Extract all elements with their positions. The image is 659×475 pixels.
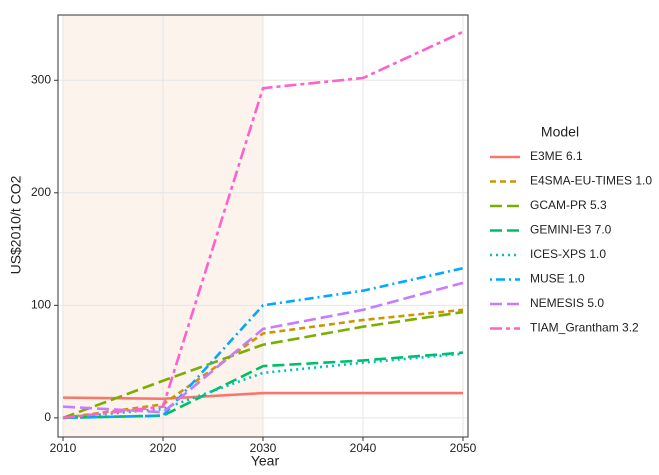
legend-title: Model — [541, 124, 579, 140]
legend-label: TIAM_Grantham 3.2 — [530, 321, 639, 335]
series-line — [62, 30, 464, 420]
y-axis-label: US$2010/t CO2 — [8, 175, 24, 274]
legend-label: GCAM-PR 5.3 — [530, 198, 607, 212]
legend-label: NEMESIS 5.0 — [530, 296, 604, 310]
series-line — [62, 310, 464, 420]
legend-label: E3ME 6.1 — [530, 149, 583, 163]
y-tick-label: 200 — [31, 185, 51, 199]
legend-label: E4SMA-EU-TIMES 1.0 — [530, 174, 652, 188]
x-tick-label: 2010 — [50, 441, 77, 455]
series-line — [62, 391, 463, 401]
y-tick-label: 0 — [44, 410, 51, 424]
legend-label: ICES-XPS 1.0 — [530, 247, 606, 261]
x-tick-label: 2050 — [450, 441, 477, 455]
series-line — [62, 266, 464, 420]
y-tick-label: 300 — [31, 72, 51, 86]
series-line — [62, 281, 464, 414]
x-tick-label: 2020 — [150, 441, 177, 455]
series-line — [62, 352, 464, 420]
x-tick-label: 2040 — [350, 441, 377, 455]
legend-label: GEMINI-E3 7.0 — [530, 223, 612, 237]
x-axis-label: Year — [251, 453, 280, 469]
x-tick-label: 2030 — [250, 441, 277, 455]
plot-border — [57, 14, 469, 438]
series-line — [62, 308, 464, 420]
series-line — [62, 351, 464, 420]
legend-label: MUSE 1.0 — [530, 272, 585, 286]
y-tick-label: 100 — [31, 298, 51, 312]
